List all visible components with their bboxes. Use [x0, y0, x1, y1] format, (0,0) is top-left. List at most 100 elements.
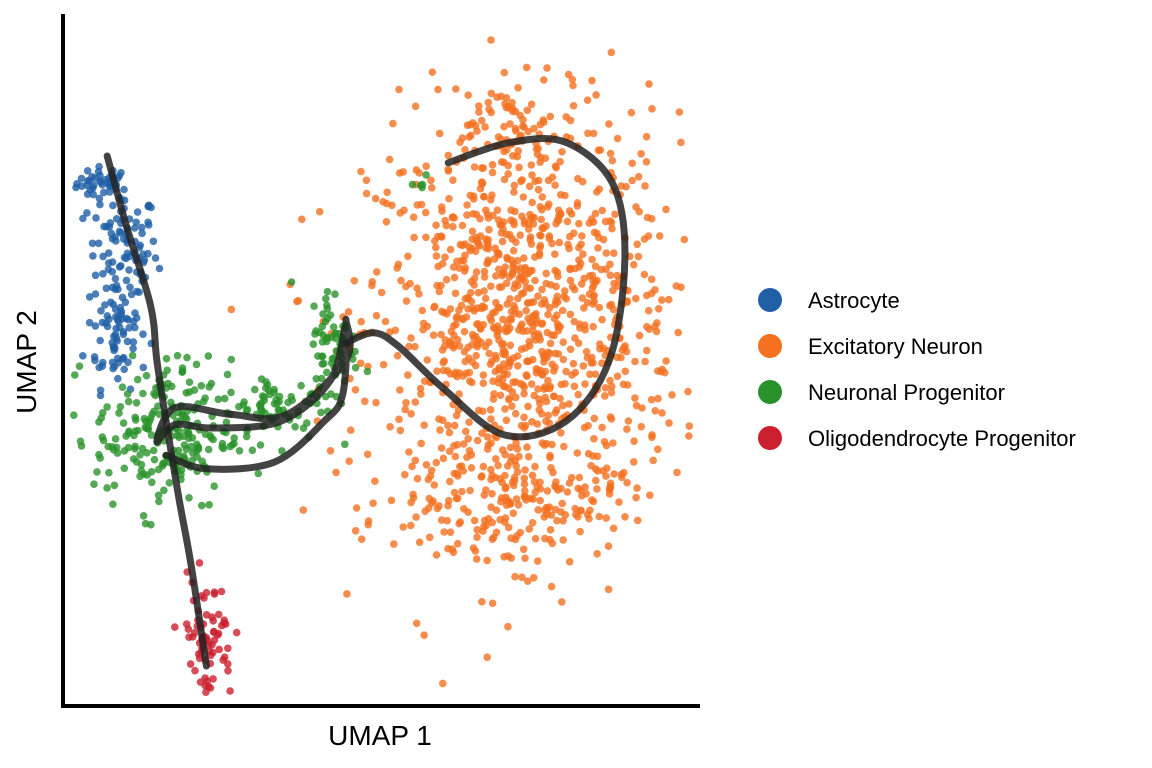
data-point: [371, 477, 379, 486]
data-point: [148, 478, 156, 487]
data-point: [415, 538, 424, 547]
data-point: [162, 354, 171, 363]
data-point: [617, 182, 626, 190]
data-point: [122, 314, 131, 323]
data-point: [621, 513, 629, 521]
data-point: [467, 297, 476, 306]
data-point: [473, 436, 482, 445]
data-point: [121, 298, 130, 307]
data-point: [214, 610, 223, 619]
data-point: [432, 243, 440, 252]
data-point: [538, 205, 546, 214]
data-point: [559, 338, 567, 347]
data-point: [417, 439, 426, 448]
data-point: [559, 355, 568, 364]
data-point: [210, 588, 219, 596]
data-point: [91, 356, 99, 365]
data-point: [350, 277, 359, 285]
data-point: [444, 165, 453, 174]
data-point: [139, 389, 147, 398]
data-point: [119, 353, 128, 362]
data-point: [590, 435, 598, 443]
data-point: [395, 169, 404, 177]
data-point: [155, 497, 163, 506]
data-point: [453, 257, 461, 266]
data-point: [607, 388, 616, 397]
data-point: [318, 322, 327, 331]
data-point: [557, 429, 565, 437]
data-point: [593, 550, 601, 558]
data-point: [198, 501, 206, 510]
data-point: [545, 234, 554, 243]
data-point: [411, 456, 420, 465]
data-point: [486, 406, 495, 414]
data-point: [513, 265, 521, 274]
data-point: [419, 319, 428, 328]
data-point: [562, 294, 571, 303]
data-point: [532, 315, 541, 324]
data-point: [480, 287, 488, 295]
data-point: [437, 233, 446, 241]
data-point: [540, 76, 548, 84]
data-point: [595, 512, 604, 521]
data-point: [331, 290, 339, 299]
data-point: [487, 89, 496, 98]
data-point: [680, 235, 689, 244]
data-point: [383, 188, 392, 197]
data-point: [463, 121, 472, 130]
data-point: [220, 653, 229, 661]
trajectory-layer: [103, 135, 629, 670]
data-point: [219, 444, 228, 453]
data-point: [312, 375, 321, 383]
data-point: [519, 545, 528, 554]
data-point: [215, 645, 223, 654]
data-point: [486, 196, 495, 204]
data-point: [357, 317, 366, 326]
data-point: [662, 205, 670, 214]
data-point: [446, 477, 454, 486]
data-point: [633, 484, 641, 492]
data-point: [544, 376, 552, 385]
data-point: [120, 185, 128, 194]
data-point: [557, 380, 566, 389]
data-point: [471, 247, 480, 255]
data-point: [357, 167, 365, 176]
data-point: [536, 244, 544, 252]
data-point: [565, 244, 573, 253]
data-point: [262, 384, 270, 392]
data-point: [518, 573, 526, 582]
data-point: [570, 382, 579, 391]
data-point: [510, 284, 518, 292]
data-point: [445, 428, 454, 437]
data-point: [487, 415, 495, 423]
data-point: [551, 482, 559, 490]
data-point: [476, 184, 485, 193]
data-point: [317, 408, 325, 417]
data-point: [583, 96, 592, 104]
data-point: [415, 169, 424, 177]
data-point: [459, 256, 468, 265]
data-point: [101, 301, 109, 309]
data-point: [522, 63, 531, 72]
data-point: [506, 120, 514, 128]
data-point: [641, 357, 649, 366]
data-point: [525, 182, 534, 191]
data-point: [456, 240, 465, 249]
data-point: [644, 232, 653, 240]
data-point: [513, 152, 522, 161]
data-point: [540, 118, 548, 126]
data-point: [180, 432, 188, 441]
data-point: [552, 163, 560, 172]
data-point: [576, 527, 584, 536]
data-point: [381, 317, 390, 326]
data-point: [514, 147, 522, 155]
data-point: [587, 461, 595, 470]
data-point: [447, 327, 456, 336]
data-point: [154, 402, 162, 411]
data-point: [473, 127, 481, 135]
data-point: [213, 631, 222, 639]
data-point: [132, 416, 140, 424]
data-point: [628, 159, 636, 168]
data-point: [501, 450, 509, 459]
data-point: [648, 433, 656, 442]
